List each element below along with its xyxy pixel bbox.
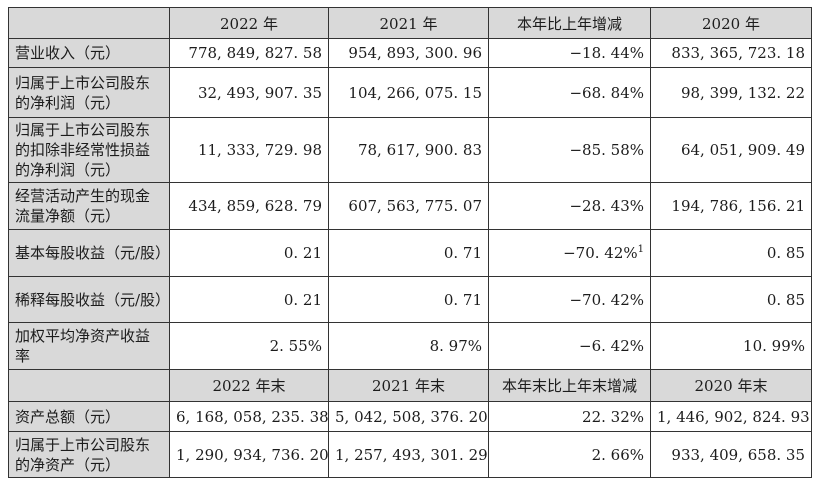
cell-2020: 0. 85	[650, 229, 812, 277]
cell-change: −70. 42%	[488, 276, 651, 323]
col-header-2020-eoy: 2020 年末	[650, 369, 812, 402]
corner-cell	[8, 7, 170, 39]
row-label: 营业收入（元）	[8, 38, 170, 68]
row-label: 归属于上市公司股东的净资产（元）	[8, 431, 170, 478]
row-label: 加权平均净资产收益率	[8, 322, 170, 370]
cell-2022: 2. 55%	[169, 322, 329, 370]
table-row-basic-eps: 基本每股收益（元/股） 0. 21 0. 71 −70. 42%1 0. 85	[8, 229, 812, 277]
table-row-net-profit: 归属于上市公司股东的净利润（元） 32, 493, 907. 35 104, 2…	[8, 67, 812, 118]
cell-2022: 32, 493, 907. 35	[169, 67, 329, 118]
row-label: 资产总额（元）	[8, 401, 170, 432]
table-row-weighted-avg-roe: 加权平均净资产收益率 2. 55% 8. 97% −6. 42% 10. 99%	[8, 322, 812, 370]
cell-2020-eoy: 1, 446, 902, 824. 93	[650, 401, 812, 432]
cell-change: −68. 84%	[488, 67, 651, 118]
cell-2022: 11, 333, 729. 98	[169, 117, 329, 183]
row-label: 归属于上市公司股东的净利润（元）	[8, 67, 170, 118]
cell-2022: 0. 21	[169, 229, 329, 277]
cell-change: −85. 58%	[488, 117, 651, 183]
cell-2020: 833, 365, 723. 18	[650, 38, 812, 68]
row-label: 基本每股收益（元/股）	[8, 229, 170, 277]
cell-change: −18. 44%	[488, 38, 651, 68]
col-header-2022-eoy: 2022 年末	[169, 369, 329, 402]
table-row-net-assets: 归属于上市公司股东的净资产（元） 1, 290, 934, 736. 20 1,…	[8, 431, 812, 478]
col-header-2022: 2022 年	[169, 7, 329, 39]
cell-2020: 64, 051, 909. 49	[650, 117, 812, 183]
cell-2020: 10. 99%	[650, 322, 812, 370]
table-row-diluted-eps: 稀释每股收益（元/股） 0. 21 0. 71 −70. 42% 0. 85	[8, 276, 812, 323]
cell-2021: 104, 266, 075. 15	[328, 67, 489, 118]
col-header-2021: 2021 年	[328, 7, 489, 39]
cell-2021: 8. 97%	[328, 322, 489, 370]
cell-change: −6. 42%	[488, 322, 651, 370]
cell-2022: 434, 859, 628. 79	[169, 182, 329, 230]
cell-2021: 78, 617, 900. 83	[328, 117, 489, 183]
col-header-2020: 2020 年	[650, 7, 812, 39]
cell-change: −28. 43%	[488, 182, 651, 230]
cell-2021-eoy: 1, 257, 493, 301. 29	[328, 431, 489, 478]
cell-2020: 194, 786, 156. 21	[650, 182, 812, 230]
row-label: 稀释每股收益（元/股）	[8, 276, 170, 323]
cell-2021: 0. 71	[328, 229, 489, 277]
table-row-revenue: 营业收入（元） 778, 849, 827. 58 954, 893, 300.…	[8, 38, 812, 68]
row-label: 经营活动产生的现金流量净额（元）	[8, 182, 170, 230]
table-row-net-profit-excl-nonrecurring: 归属于上市公司股东的扣除非经常性损益的净利润（元） 11, 333, 729. …	[8, 117, 812, 183]
cell-2021: 954, 893, 300. 96	[328, 38, 489, 68]
cell-change-value: −70. 42%	[563, 244, 638, 262]
table-row-operating-cash-flow: 经营活动产生的现金流量净额（元） 434, 859, 628. 79 607, …	[8, 182, 812, 230]
cell-eoy-change: 22. 32%	[488, 401, 651, 432]
cell-2022-eoy: 1, 290, 934, 736. 20	[169, 431, 329, 478]
cell-2021: 607, 563, 775. 07	[328, 182, 489, 230]
annual-header-row: 2022 年 2021 年 本年比上年增减 2020 年	[8, 7, 812, 39]
col-header-eoy-change: 本年末比上年末增减	[488, 369, 651, 402]
table-row-total-assets: 资产总额（元） 6, 168, 058, 235. 38 5, 042, 508…	[8, 401, 812, 432]
cell-2021-eoy: 5, 042, 508, 376. 20	[328, 401, 489, 432]
row-label: 归属于上市公司股东的扣除非经常性损益的净利润（元）	[8, 117, 170, 183]
eoy-header-row: 2022 年末 2021 年末 本年末比上年末增减 2020 年末	[8, 369, 812, 402]
cell-2020: 0. 85	[650, 276, 812, 323]
col-header-change: 本年比上年增减	[488, 7, 651, 39]
cell-2020: 98, 399, 132. 22	[650, 67, 812, 118]
financial-summary-table: 2022 年 2021 年 本年比上年增减 2020 年 营业收入（元） 778…	[8, 7, 812, 478]
financial-summary-page: 2022 年 2021 年 本年比上年增减 2020 年 营业收入（元） 778…	[0, 7, 818, 497]
cell-2020-eoy: 933, 409, 658. 35	[650, 431, 812, 478]
footnote-ref: 1	[637, 244, 644, 255]
cell-change: −70. 42%1	[488, 229, 651, 277]
cell-2021: 0. 71	[328, 276, 489, 323]
corner-cell	[8, 369, 170, 402]
cell-2022: 778, 849, 827. 58	[169, 38, 329, 68]
cell-2022: 0. 21	[169, 276, 329, 323]
cell-eoy-change: 2. 66%	[488, 431, 651, 478]
cell-2022-eoy: 6, 168, 058, 235. 38	[169, 401, 329, 432]
col-header-2021-eoy: 2021 年末	[328, 369, 489, 402]
